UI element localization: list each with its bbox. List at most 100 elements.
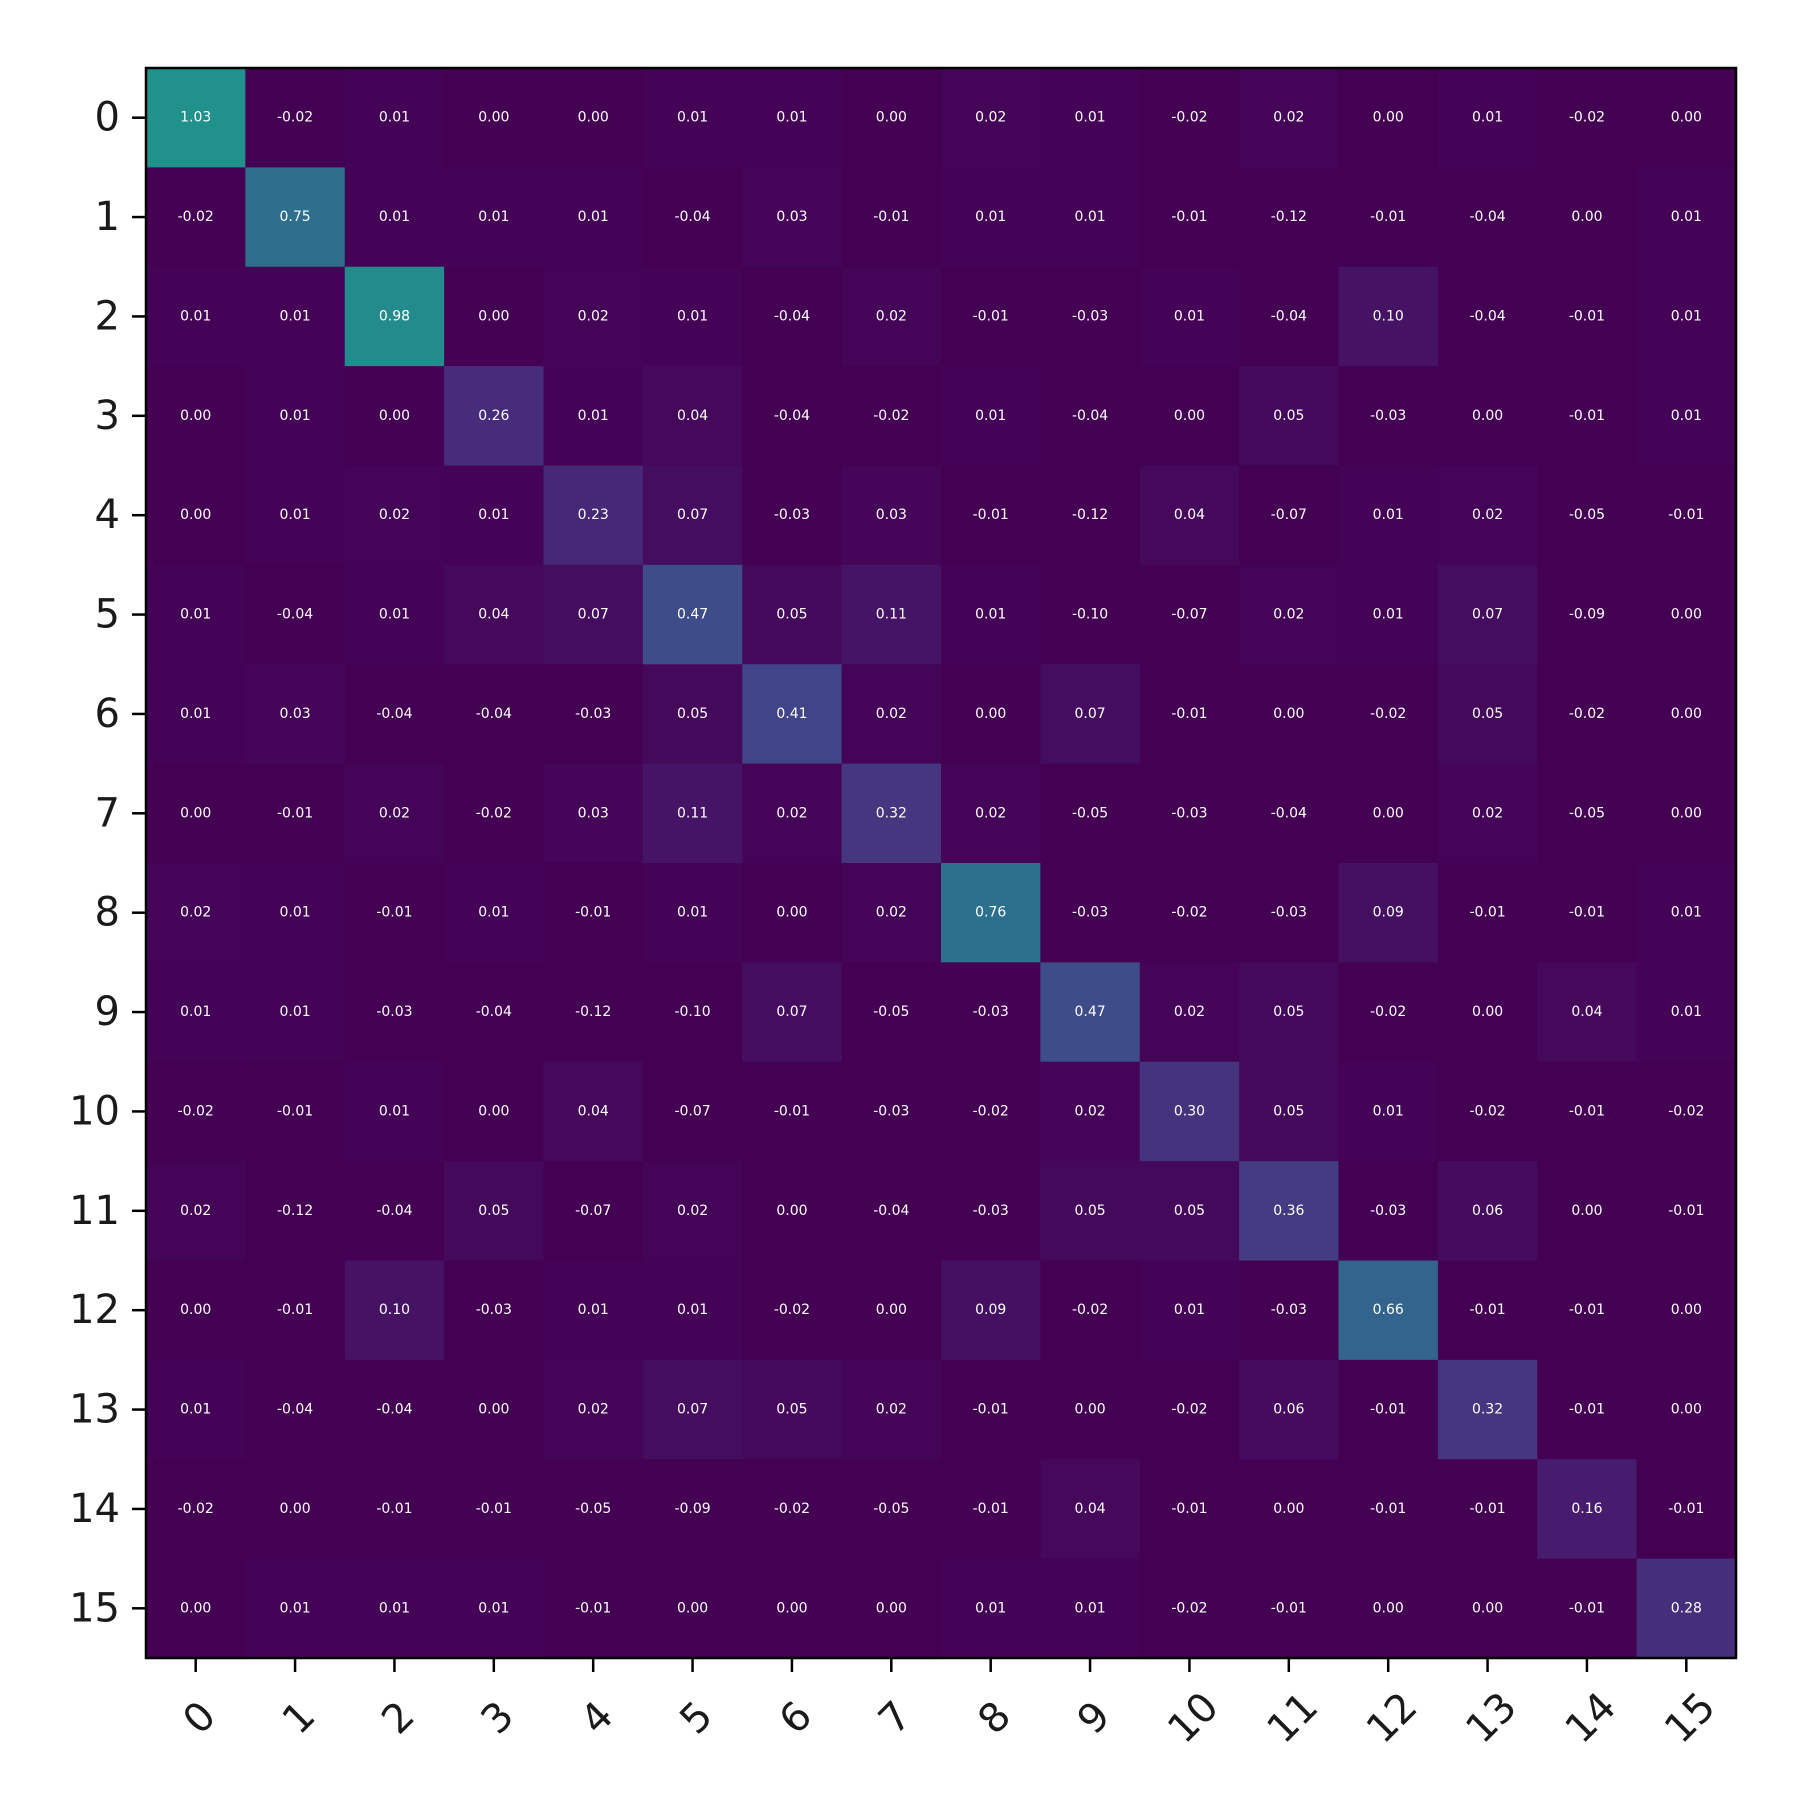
x-tick-label-13: 13 [1457, 1684, 1526, 1753]
heatmap-cell-r15-c4 [543, 1558, 644, 1659]
heatmap-cell-r15-c15 [1636, 1558, 1737, 1659]
cell-value-label-r5-c7: 0.11 [876, 607, 907, 623]
cell-value-label-r0-c5: 0.01 [677, 110, 708, 126]
heatmap-cell-r13-c15 [1636, 1359, 1737, 1460]
cell-value-label-r2-c8: -0.01 [973, 308, 1009, 324]
heatmap-cell-r14-c7 [841, 1459, 942, 1560]
heatmap-cell-r12-c0 [146, 1260, 246, 1361]
heatmap-cell-r5-c13 [1437, 564, 1538, 665]
heatmap-cell-r10-c5 [642, 1061, 743, 1162]
heatmap-cell-r1-c10 [1139, 167, 1240, 268]
heatmap-cell-r13-c10 [1139, 1359, 1240, 1460]
cell-value-label-r13-c5: 0.07 [677, 1402, 708, 1418]
cell-value-label-r4-c6: -0.03 [774, 507, 810, 523]
heatmap-cell-r9-c12 [1338, 962, 1439, 1063]
heatmap-cell-r0-c9 [1040, 68, 1141, 168]
heatmap-cell-r11-c5 [642, 1161, 743, 1261]
heatmap-cell-r9-c10 [1139, 962, 1240, 1063]
heatmap-cell-r6-c10 [1139, 664, 1240, 765]
heatmap-cell-r7-c13 [1437, 763, 1538, 864]
cell-value-label-r10-c13: -0.02 [1469, 1103, 1505, 1119]
cell-value-label-r0-c0: 1.03 [180, 110, 211, 126]
heatmap-cell-r4-c0 [146, 465, 246, 566]
heatmap-cell-r5-c5 [642, 564, 743, 665]
heatmap-cell-r3-c5 [642, 366, 743, 466]
heatmap-cell-r11-c3 [444, 1161, 544, 1261]
cell-value-label-r6-c6: 0.41 [776, 706, 807, 722]
heatmap-cell-r0-c8 [941, 68, 1041, 168]
cell-value-label-r3-c6: -0.04 [774, 408, 810, 424]
cell-labels-layer: 1.03 -0.02 0.01 0.00 0.00 0.01 0.01 0.00 0.02 0.0… [178, 110, 1705, 1617]
x-tick-label-1: 1 [274, 1693, 325, 1744]
cell-value-label-r13-c6: 0.05 [776, 1402, 807, 1418]
heatmap-cell-r3-c12 [1338, 366, 1439, 466]
cell-value-label-r6-c12: -0.02 [1370, 706, 1406, 722]
heatmap-cell-r11-c10 [1139, 1161, 1240, 1261]
heatmap-cell-r6-c14 [1537, 664, 1638, 765]
heatmap-cell-r5-c1 [245, 564, 346, 665]
x-tick-label-15: 15 [1656, 1684, 1725, 1753]
cell-value-label-r13-c15: 0.00 [1671, 1402, 1702, 1418]
cell-value-label-r5-c13: 0.07 [1472, 607, 1503, 623]
heatmap-cell-r14-c8 [941, 1459, 1041, 1560]
cell-value-label-r0-c3: 0.00 [478, 110, 509, 126]
heatmap-cell-r13-c1 [245, 1359, 346, 1460]
y-tick-label-4: 4 [95, 492, 120, 538]
heatmap-cell-r0-c2 [344, 68, 445, 168]
cell-value-label-r4-c14: -0.05 [1569, 507, 1605, 523]
y-tick-label-8: 8 [95, 890, 120, 936]
cell-value-label-r1-c13: -0.04 [1469, 209, 1505, 225]
heatmap-cell-r2-c12 [1338, 266, 1439, 367]
heatmap-cell-r1-c5 [642, 167, 743, 268]
x-tick-label-4: 4 [572, 1693, 623, 1744]
cell-value-label-r7-c4: 0.03 [578, 805, 609, 821]
cell-value-label-r4-c10: 0.04 [1174, 507, 1205, 523]
cell-value-label-r3-c11: 0.05 [1273, 408, 1304, 424]
cell-value-label-r12-c6: -0.02 [774, 1302, 810, 1318]
cell-value-label-r5-c2: 0.01 [379, 607, 410, 623]
heatmap-cell-r7-c7 [841, 763, 942, 864]
cell-value-label-r15-c13: 0.00 [1472, 1600, 1503, 1616]
heatmap-cell-r15-c13 [1437, 1558, 1538, 1659]
heatmap-cell-r0-c1 [245, 68, 346, 168]
cell-value-label-r13-c7: 0.02 [876, 1402, 907, 1418]
heatmap-cell-r15-c10 [1139, 1558, 1240, 1659]
cell-value-label-r6-c10: -0.01 [1171, 706, 1207, 722]
cell-value-label-r1-c8: 0.01 [975, 209, 1006, 225]
heatmap-cell-r0-c13 [1437, 68, 1538, 168]
heatmap-cell-r7-c3 [444, 763, 544, 864]
cell-value-label-r6-c14: -0.02 [1569, 706, 1605, 722]
cell-value-label-r12-c1: -0.01 [277, 1302, 313, 1318]
cell-value-label-r2-c0: 0.01 [180, 308, 211, 324]
cell-value-label-r7-c13: 0.02 [1472, 805, 1503, 821]
y-tick-label-5: 5 [95, 592, 120, 638]
heatmap-cell-r5-c8 [941, 564, 1041, 665]
cell-value-label-r13-c9: 0.00 [1074, 1402, 1105, 1418]
cell-value-label-r12-c13: -0.01 [1469, 1302, 1505, 1318]
cell-value-label-r8-c7: 0.02 [876, 905, 907, 921]
cell-value-label-r6-c2: -0.04 [376, 706, 412, 722]
y-tick-label-6: 6 [95, 691, 120, 737]
heatmap-cell-r6-c6 [742, 664, 843, 765]
heatmap-cell-r1-c11 [1239, 167, 1339, 268]
cell-value-label-r11-c15: -0.01 [1668, 1203, 1704, 1219]
heatmap-cell-r7-c12 [1338, 763, 1439, 864]
heatmap-cell-r3-c3 [444, 366, 544, 466]
cell-value-label-r11-c14: 0.00 [1571, 1203, 1602, 1219]
heatmap-cell-r8-c8 [941, 863, 1041, 963]
heatmap-cell-r6-c12 [1338, 664, 1439, 765]
heatmap-cell-r11-c9 [1040, 1161, 1141, 1261]
cell-value-label-r10-c15: -0.02 [1668, 1103, 1704, 1119]
heatmap-cell-r11-c14 [1537, 1161, 1638, 1261]
heatmap-cell-r13-c5 [642, 1359, 743, 1460]
x-tick-label-12: 12 [1358, 1684, 1427, 1753]
cell-value-label-r10-c9: 0.02 [1074, 1103, 1105, 1119]
heatmap-cell-r8-c3 [444, 863, 544, 963]
cell-value-label-r10-c4: 0.04 [578, 1103, 609, 1119]
heatmap-cell-r7-c9 [1040, 763, 1141, 864]
heatmap-cell-r15-c6 [742, 1558, 843, 1659]
cell-value-label-r13-c8: -0.01 [973, 1402, 1009, 1418]
cell-value-label-r8-c8: 0.76 [975, 905, 1006, 921]
